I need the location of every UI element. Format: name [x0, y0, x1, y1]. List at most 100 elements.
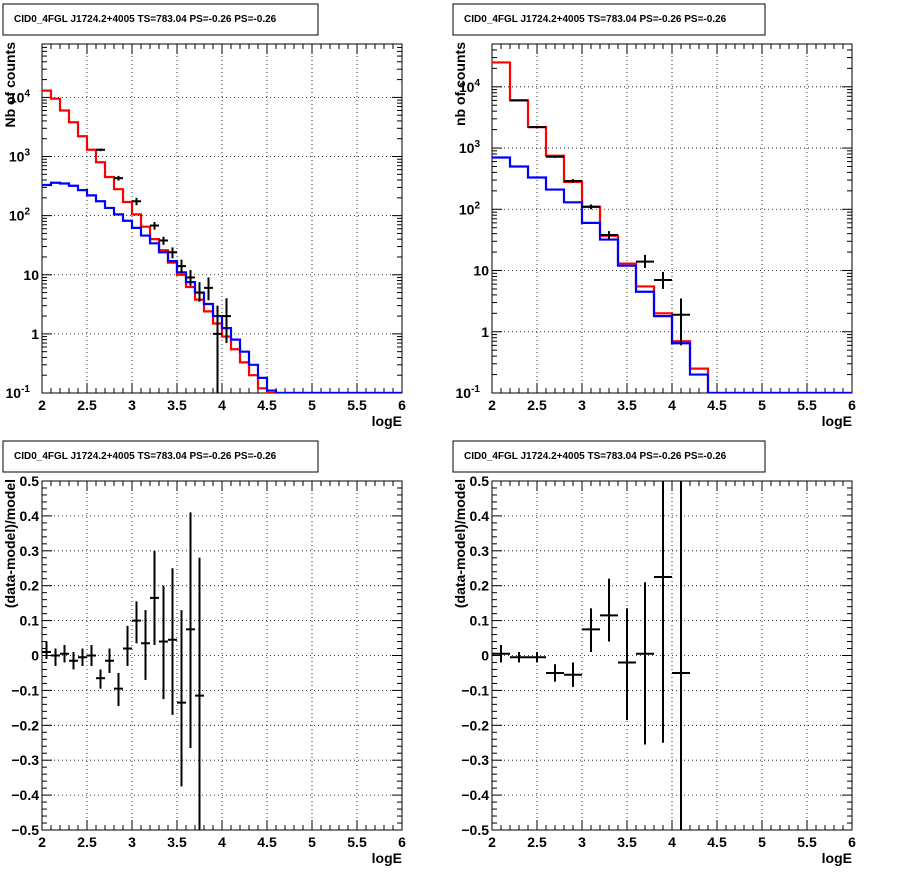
data-point [159, 585, 168, 700]
y-tick-label: −0.3 [461, 752, 489, 768]
y-tick-label: −0.5 [11, 822, 39, 838]
data-point [582, 204, 600, 210]
data-point [510, 99, 528, 102]
y-tick-label: 10 [473, 263, 489, 279]
pad-counts-left: CID0_4FGL J1724.2+4005 TS=783.04 PS=-0.2… [2, 3, 406, 429]
y-tick-label: 10 [23, 267, 39, 283]
title-box [452, 440, 766, 473]
data-point [96, 669, 105, 689]
chart-title: CID0_4FGL J1724.2+4005 TS=783.04 PS=-0.2… [464, 451, 727, 462]
data-point [528, 652, 546, 663]
pad-residuals-right: CID0_4FGL J1724.2+4005 TS=783.04 PS=-0.2… [452, 440, 856, 866]
x-tick-label: 4.5 [257, 397, 277, 413]
data-point [564, 179, 582, 183]
data-point [159, 236, 168, 245]
x-tick-label: 3.5 [617, 397, 637, 413]
y-tick-label: 10-1 [6, 384, 31, 401]
y-axis-ticks [42, 43, 402, 394]
x-tick-label: 5.5 [797, 397, 817, 413]
data-point [132, 197, 141, 206]
chart-title: CID0_4FGL J1724.2+4005 TS=783.04 PS=-0.2… [14, 451, 277, 462]
x-axis-title: logE [372, 850, 402, 866]
x-axis-title: logE [822, 413, 852, 429]
title-box [452, 3, 766, 36]
background-model-line [492, 156, 852, 393]
data-point [177, 610, 186, 787]
x-tick-label: 4 [668, 834, 676, 850]
x-tick-label: 2 [38, 834, 46, 850]
x-tick-label: 2.5 [77, 834, 97, 850]
y-tick-label: −0.1 [11, 682, 39, 698]
x-axis-ticks [41, 44, 403, 393]
x-tick-label: 3 [578, 397, 586, 413]
y-tick-label: −0.1 [461, 682, 489, 698]
data-point [564, 662, 582, 687]
chart-title: CID0_4FGL J1724.2+4005 TS=783.04 PS=-0.2… [464, 14, 727, 25]
data-point [105, 648, 114, 673]
data-point [636, 254, 654, 268]
x-tick-label: 4.5 [707, 397, 727, 413]
x-axis-ticks [491, 44, 853, 393]
y-tick-label: 0 [31, 648, 39, 664]
y-axis-title: (data-model)/model [2, 479, 18, 608]
data-point [87, 645, 96, 666]
x-axis-title: logE [822, 850, 852, 866]
background-model-line [42, 181, 402, 393]
data-point [600, 231, 618, 240]
data-point [213, 305, 222, 393]
data-point [177, 259, 186, 274]
x-axis-title: logE [372, 413, 402, 429]
x-tick-label: 5 [308, 397, 316, 413]
y-tick-label: 1 [481, 324, 489, 340]
data-point [195, 557, 204, 830]
x-tick-label: 2.5 [527, 397, 547, 413]
y-tick-label: 1 [31, 326, 39, 342]
y-tick-label: 0.2 [20, 578, 40, 594]
x-axis-ticks [41, 481, 403, 830]
data-point [186, 512, 195, 748]
data-point [42, 641, 51, 659]
y-tick-label: −0.5 [461, 822, 489, 838]
data-point [654, 481, 672, 743]
y-tick-label: −0.2 [461, 717, 489, 733]
y-tick-label: −0.4 [461, 787, 489, 803]
data-point [123, 625, 132, 666]
y-axis-ticks [492, 43, 852, 394]
x-tick-label: 5.5 [797, 834, 817, 850]
y-axis-ticks [42, 480, 402, 831]
data-point [186, 270, 195, 286]
data-point [546, 664, 564, 682]
data-point [150, 222, 159, 230]
x-axis-ticks [491, 481, 853, 830]
y-tick-label: 0.3 [470, 543, 490, 559]
data-point [672, 481, 690, 830]
data-point [510, 652, 528, 663]
y-tick-label: 0.1 [20, 613, 40, 629]
x-tick-label: 3.5 [617, 834, 637, 850]
title-box [2, 440, 319, 473]
data-point [546, 155, 564, 158]
y-tick-label: 0.5 [470, 473, 490, 489]
data-point [654, 271, 672, 289]
data-point [96, 148, 105, 152]
data-point [60, 645, 69, 663]
grid [42, 481, 402, 830]
grid [492, 481, 852, 830]
x-tick-label: 5.5 [347, 397, 367, 413]
data-point [51, 648, 60, 666]
chart-title: CID0_4FGL J1724.2+4005 TS=783.04 PS=-0.2… [14, 14, 277, 25]
pad-residuals-left: CID0_4FGL J1724.2+4005 TS=783.04 PS=-0.2… [2, 440, 406, 866]
y-tick-label: 0.5 [20, 473, 40, 489]
y-tick-label: −0.3 [11, 752, 39, 768]
x-tick-label: 6 [398, 834, 406, 850]
x-tick-label: 4 [668, 397, 676, 413]
data-point [528, 126, 546, 129]
data-point [672, 298, 690, 346]
data-points [96, 148, 231, 393]
y-tick-label: 103 [9, 148, 31, 165]
data-point [636, 582, 654, 745]
y-axis-ticks [492, 480, 852, 831]
data-point [168, 568, 177, 715]
y-axis-title: (data-model)/model [452, 479, 468, 608]
